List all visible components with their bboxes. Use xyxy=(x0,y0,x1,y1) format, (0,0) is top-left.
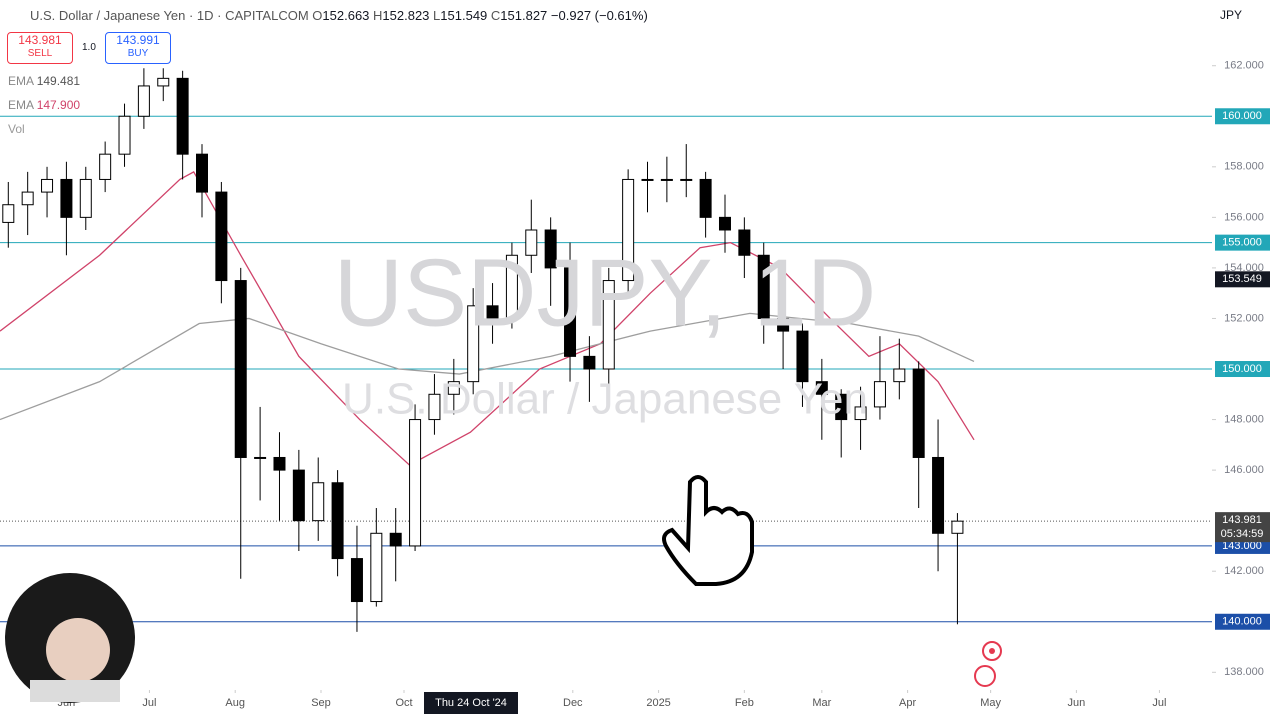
crosshair-date: Thu 24 Oct '24 xyxy=(435,697,507,709)
candle-body xyxy=(718,216,731,231)
y-tick-label: 162.000 xyxy=(1224,60,1264,72)
x-tick-label: Dec xyxy=(563,697,583,709)
cursor-hand xyxy=(662,475,754,586)
crosshair-tag xyxy=(1215,271,1270,288)
level-tag xyxy=(1215,108,1270,125)
y-tick-label: 138.000 xyxy=(1224,666,1264,678)
candle-body xyxy=(699,178,712,218)
candle-body xyxy=(234,280,247,458)
level-label: 160.000 xyxy=(1222,110,1262,122)
candle-body xyxy=(680,178,693,181)
level-tag xyxy=(1215,361,1270,378)
x-tick-label: Jul xyxy=(142,697,156,709)
candle-body xyxy=(893,368,906,383)
level-label: 143.000 xyxy=(1222,540,1262,552)
candle-body xyxy=(525,229,538,256)
candle-body xyxy=(951,520,964,534)
x-tick-label: Jul xyxy=(1152,697,1166,709)
watermark-sub: U.S. Dollar / Japanese Yen xyxy=(342,375,868,424)
x-tick-label: May xyxy=(980,697,1001,709)
x-tick-label: Sep xyxy=(311,697,331,709)
candle-body xyxy=(428,393,441,421)
candle-body xyxy=(912,368,925,458)
candle-body xyxy=(564,267,577,357)
countdown: 05:34:59 xyxy=(1221,528,1264,540)
candle-body xyxy=(815,381,828,395)
candle-body xyxy=(835,393,848,421)
y-tick-label: 148.000 xyxy=(1224,413,1264,425)
candle-body xyxy=(215,191,228,282)
y-tick-label: 152.000 xyxy=(1224,312,1264,324)
level-label: 150.000 xyxy=(1222,363,1262,375)
candle-body xyxy=(157,77,170,87)
last-price-label: 143.981 xyxy=(1222,514,1262,526)
candle-body xyxy=(176,77,189,155)
candle-body xyxy=(137,85,150,117)
candle-body xyxy=(118,115,131,155)
candle-body xyxy=(602,280,615,370)
candle-body xyxy=(447,381,460,395)
x-tick-label: Feb xyxy=(735,697,754,709)
candle-body xyxy=(292,469,305,522)
candle-body xyxy=(738,229,751,256)
level-tag xyxy=(1215,234,1270,251)
candle-body xyxy=(467,305,480,383)
webcam xyxy=(5,573,135,703)
y-tick-label: 156.000 xyxy=(1224,211,1264,223)
x-tick-label: Oct xyxy=(395,697,412,709)
y-tick-label: 154.000 xyxy=(1224,262,1264,274)
x-tick-label: Apr xyxy=(899,697,916,709)
candle-body xyxy=(370,532,383,603)
candle-body xyxy=(99,153,112,180)
y-tick-label: 146.000 xyxy=(1224,464,1264,476)
y-tick-label: 142.000 xyxy=(1224,565,1264,577)
candle-body xyxy=(622,178,635,282)
candle-body xyxy=(777,317,790,332)
candle-body xyxy=(409,419,422,547)
y-tick-label: 158.000 xyxy=(1224,161,1264,173)
candle-body xyxy=(350,558,363,603)
candle-body xyxy=(273,456,286,471)
candle-body xyxy=(254,456,267,459)
x-tick-label: 2025 xyxy=(646,697,670,709)
candle-body xyxy=(796,330,809,383)
candle-body xyxy=(873,381,886,408)
price-axis xyxy=(1212,0,1280,720)
x-tick-label: Mar xyxy=(812,697,831,709)
candle-body xyxy=(41,178,54,193)
candle-body xyxy=(583,355,596,370)
watermark: USDJPY, 1D xyxy=(334,239,876,346)
candle-body xyxy=(660,178,673,181)
last-price-tag xyxy=(1215,512,1270,543)
candle-body xyxy=(757,254,770,319)
candle-body xyxy=(196,153,208,193)
candle-body xyxy=(2,204,15,223)
x-tick-label: Jun xyxy=(1068,697,1086,709)
crosshair-date-tag xyxy=(424,692,518,714)
candle-body xyxy=(932,456,945,534)
candle-body xyxy=(21,191,34,206)
candle-body xyxy=(312,482,325,522)
candle-body xyxy=(60,178,73,218)
crosshair-price: 153.549 xyxy=(1222,273,1262,285)
ema-line xyxy=(0,312,975,421)
x-tick-label: Aug xyxy=(225,697,245,709)
level-tag xyxy=(1215,613,1270,630)
candle-body xyxy=(79,178,92,218)
candle-body xyxy=(854,406,867,421)
candle-body xyxy=(505,254,518,319)
candle-body xyxy=(486,305,499,319)
candle-body xyxy=(389,532,402,547)
candle-body xyxy=(331,482,344,560)
candle-body xyxy=(641,178,654,181)
candle-body xyxy=(544,229,557,269)
level-label: 140.000 xyxy=(1222,616,1262,628)
event-icons xyxy=(974,641,1002,687)
level-label: 155.000 xyxy=(1222,237,1262,249)
